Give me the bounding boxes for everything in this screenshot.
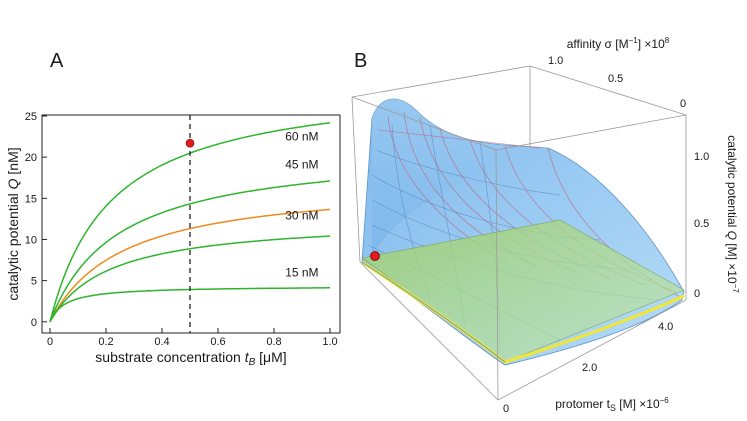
- q-tick-0: 0: [694, 288, 700, 300]
- highlight-point: [185, 138, 195, 148]
- surface-marker-point: [370, 251, 380, 261]
- panel-b-label: B: [354, 50, 367, 72]
- affinity-axis-title: affinity σ [M−1] ×108: [567, 36, 670, 51]
- q-tick-0-5: 0.5: [694, 218, 709, 230]
- y-tick-label: 15: [25, 193, 37, 205]
- protomer-tick-2: 2.0: [582, 362, 597, 374]
- y-tick-label: 25: [25, 111, 37, 123]
- series-line: [49, 208, 331, 323]
- x-tick-label: 0.4: [154, 336, 169, 348]
- panel-a-curve-labels: 60 nM 45 nM 30 nM 15 nM: [285, 130, 318, 280]
- x-tick-label: 1.0: [322, 336, 337, 348]
- affinity-tick-0-5: 0.5: [608, 73, 623, 85]
- protomer-axis-title: protomer tS [M] ×10−6: [555, 396, 669, 413]
- q-axis-title: catalytic potential Q [M] ×10−7: [725, 135, 740, 293]
- panel-a-label: A: [50, 50, 64, 72]
- x-tick-label: 0.6: [210, 336, 225, 348]
- curve-label: 45 nM: [285, 158, 318, 172]
- series-line: [49, 235, 331, 323]
- box-front-edges: [351, 96, 687, 401]
- series-line: [49, 180, 331, 323]
- affinity-tick-0: 0: [680, 98, 686, 110]
- surface-ridge: [372, 99, 548, 255]
- affinity-axis-ticks: 1.0 0.5 0: [548, 55, 686, 110]
- x-axis-title: substrate concentration tB [μM]: [95, 349, 286, 368]
- panel-a-ticks: 0 0.2 0.4 0.6 0.8 1.0 0 5 10 15 20 25: [25, 111, 338, 348]
- protomer-tick-4: 4.0: [658, 321, 673, 333]
- curve-label: 15 nM: [285, 266, 318, 280]
- y-axis-title: catalytic potential Q [nM]: [5, 147, 21, 300]
- x-tick-label: 0: [47, 336, 53, 348]
- y-tick-label: 10: [25, 234, 37, 246]
- q-tick-1: 1.0: [694, 151, 709, 163]
- curve-label: 30 nM: [285, 209, 318, 223]
- surface-front-edge: [361, 261, 506, 363]
- panel-a-chart: 0 0.2 0.4 0.6 0.8 1.0 0 5 10 15 20 25 60 nM 45 nM 30 …: [5, 111, 341, 368]
- panel-a-plot-frame: [41, 114, 341, 334]
- y-tick-label: 0: [31, 317, 37, 329]
- curve-label: 60 nM: [285, 130, 318, 144]
- y-tick-label: 5: [31, 276, 37, 288]
- affinity-tick-1: 1.0: [548, 55, 563, 67]
- x-tick-label: 0.2: [98, 336, 113, 348]
- y-tick-label: 20: [25, 152, 37, 164]
- x-tick-label: 0.8: [266, 336, 281, 348]
- q-axis-ticks: 1.0 0.5 0: [694, 151, 709, 300]
- panel-b-chart: 1.0 0.5 0 affinity σ [M−1] ×108 1.0 0.5 …: [351, 36, 740, 415]
- protomer-tick-0: 0: [503, 403, 509, 415]
- protomer-axis-ticks: 0 2.0 4.0: [503, 321, 673, 415]
